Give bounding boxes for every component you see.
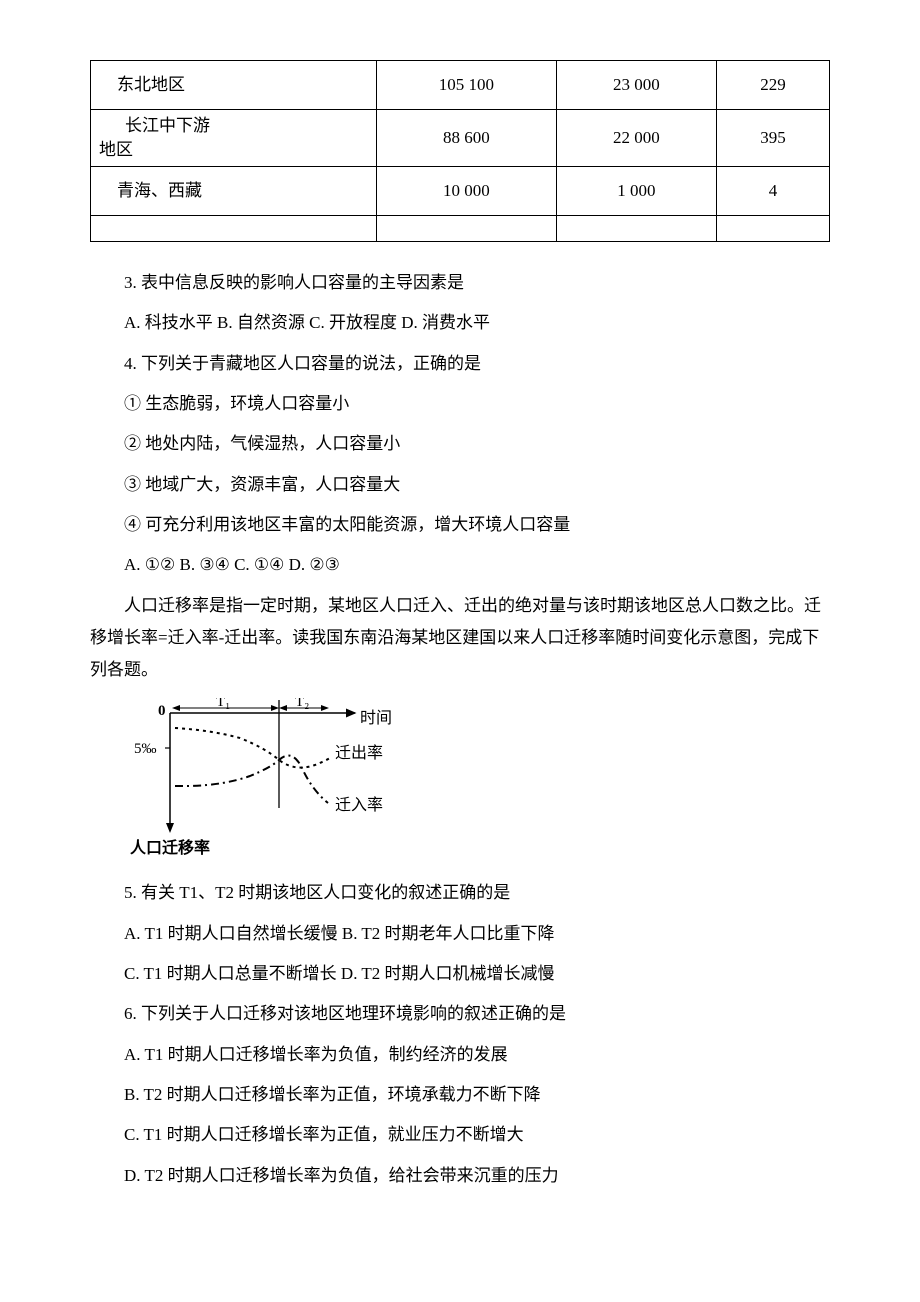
- cell-value: 1 000: [556, 166, 716, 215]
- in-rate-label: 迁入率: [335, 796, 383, 814]
- arrow-down-icon: [166, 823, 174, 833]
- q6-option-a: A. T1 时期人口迁移增长率为负值，制约经济的发展: [90, 1039, 830, 1071]
- arrow-right-icon: [271, 705, 279, 711]
- q4-statement-4: ④ 可充分利用该地区丰富的太阳能资源，增大环境人口容量: [90, 509, 830, 541]
- arrow-right-icon: [321, 705, 329, 711]
- region-line1: 长江中下游: [99, 114, 368, 138]
- q5-options-row1: A. T1 时期人口自然增长缓慢 B. T2 时期老年人口比重下降: [90, 918, 830, 950]
- cell-region: 东北地区: [91, 61, 377, 110]
- t1-label: T₁: [216, 698, 230, 710]
- q4-statement-1: ① 生态脆弱，环境人口容量小: [90, 388, 830, 420]
- q6-stem: 6. 下列关于人口迁移对该地区地理环境影响的叙述正确的是: [90, 998, 830, 1030]
- q6-option-b: B. T2 时期人口迁移增长率为正值，环境承载力不断下降: [90, 1079, 830, 1111]
- y-axis-label: 人口迁移率: [130, 838, 210, 857]
- cell-value: 88 600: [377, 110, 556, 167]
- cell-value: 4: [717, 166, 830, 215]
- cell-empty: [717, 216, 830, 242]
- q4-options: A. ①② B. ③④ C. ①④ D. ②③: [90, 549, 830, 581]
- cell-value: 10 000: [377, 166, 556, 215]
- q6-option-c: C. T1 时期人口迁移增长率为正值，就业压力不断增大: [90, 1119, 830, 1151]
- region-line2: 地区: [99, 138, 368, 162]
- table-row: 东北地区 105 100 23 000 229: [91, 61, 830, 110]
- cell-empty: [377, 216, 556, 242]
- q4-stem: 4. 下列关于青藏地区人口容量的说法，正确的是: [90, 348, 830, 380]
- cell-value: 22 000: [556, 110, 716, 167]
- q3-stem: 3. 表中信息反映的影响人口容量的主导因素是: [90, 267, 830, 299]
- out-rate-label: 迁出率: [335, 744, 383, 762]
- cell-value: 395: [717, 110, 830, 167]
- table-row: 青海、西藏 10 000 1 000 4: [91, 166, 830, 215]
- in-rate-curve: [175, 756, 328, 804]
- cell-empty: [556, 216, 716, 242]
- arrow-left-icon: [172, 705, 180, 711]
- passage-text: 人口迁移率是指一定时期，某地区人口迁入、迁出的绝对量与该时期该地区总人口数之比。…: [90, 590, 830, 687]
- diagram-svg: 0 T₁ T₂ 时间 5‰ 迁出率 迁入率 人口迁移率: [130, 698, 410, 863]
- arrow-left-icon: [279, 705, 287, 711]
- q5-options-row2: C. T1 时期人口总量不断增长 D. T2 时期人口机械增长减慢: [90, 958, 830, 990]
- table-row-empty: [91, 216, 830, 242]
- cell-region: 长江中下游 地区: [91, 110, 377, 167]
- data-table: 东北地区 105 100 23 000 229 长江中下游 地区 88 600 …: [90, 60, 830, 242]
- cell-value: 23 000: [556, 61, 716, 110]
- q5-stem: 5. 有关 T1、T2 时期该地区人口变化的叙述正确的是: [90, 877, 830, 909]
- q6-option-d: D. T2 时期人口迁移增长率为负值，给社会带来沉重的压力: [90, 1160, 830, 1192]
- out-rate-curve: [175, 728, 330, 768]
- cell-empty: [91, 216, 377, 242]
- table-row: 长江中下游 地区 88 600 22 000 395: [91, 110, 830, 167]
- t2-label: T₂: [295, 698, 309, 710]
- cell-value: 105 100: [377, 61, 556, 110]
- q4-statement-3: ③ 地域广大，资源丰富，人口容量大: [90, 469, 830, 501]
- q4-statement-2: ② 地处内陆，气候湿热，人口容量小: [90, 428, 830, 460]
- y-tick-5: 5‰: [134, 741, 157, 757]
- migration-rate-diagram: 0 T₁ T₂ 时间 5‰ 迁出率 迁入率 人口迁移率: [90, 698, 830, 863]
- cell-region: 青海、西藏: [91, 166, 377, 215]
- q3-options: A. 科技水平 B. 自然资源 C. 开放程度 D. 消费水平: [90, 307, 830, 339]
- cell-value: 229: [717, 61, 830, 110]
- time-label: 时间: [360, 709, 392, 727]
- origin-label: 0: [158, 703, 166, 719]
